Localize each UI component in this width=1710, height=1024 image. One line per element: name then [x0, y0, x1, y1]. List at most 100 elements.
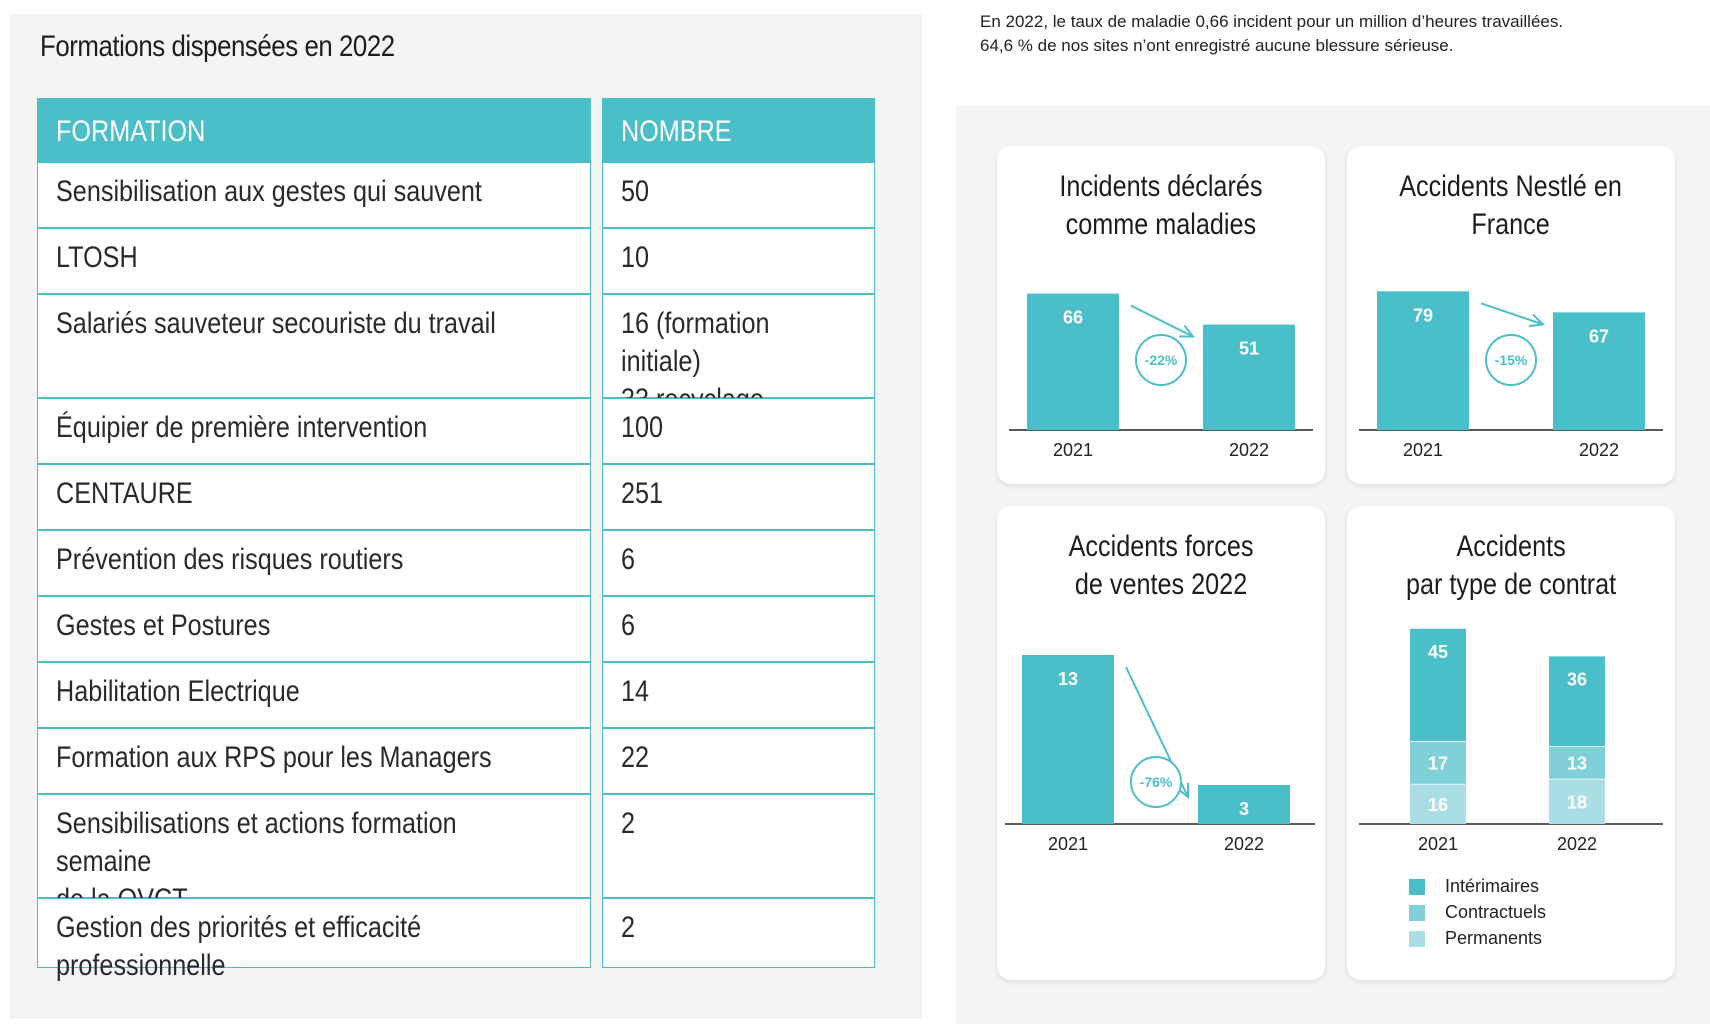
chart-accidents-nestle: 79 2021 67 2022 -15%	[1359, 291, 1663, 460]
formation-cell: CENTAURE	[37, 464, 591, 530]
trend-arrow-head	[1176, 782, 1190, 800]
nombre-cell: 6	[602, 596, 875, 662]
x-tick-label: 2021	[1418, 834, 1458, 854]
change-label: -76%	[1140, 774, 1173, 790]
formation-cell: LTOSH	[37, 228, 591, 294]
cell-text: 6	[621, 609, 636, 642]
bar-segment-intérimaires	[1410, 628, 1466, 742]
nombre-cell: 100	[602, 398, 875, 464]
bar-value-label: 67	[1589, 326, 1609, 346]
chart-card-incidents-maladies: Incidents déclarés comme maladies 66 2021…	[997, 146, 1325, 484]
segment-value-label: 17	[1428, 753, 1448, 773]
bar-segment-intérimaires	[1549, 655, 1605, 747]
segment-value-label: 16	[1428, 795, 1448, 815]
bar-2021	[1022, 655, 1114, 824]
cell-text: 50	[621, 175, 650, 208]
formation-cell: Prévention des risques routiers	[37, 530, 591, 596]
chart-card-forces-ventes: Accidents forces de ventes 2022 13 2021 3 2…	[997, 506, 1325, 980]
intro-line-2: 64,6 % de nos sites n’ont enregistré auc…	[980, 36, 1454, 55]
chart-card-type-contrat: Accidents par type de contrat 16 17 45 2021…	[1347, 506, 1675, 980]
bar-segment-contractuels	[1410, 741, 1466, 784]
cell-text: 100	[621, 411, 664, 444]
cell-text: 14	[621, 675, 650, 708]
change-label: -15%	[1495, 352, 1528, 368]
formation-cell: Gestion des priorités et efficacité prof…	[37, 898, 591, 982]
cell-text: 6	[621, 543, 636, 576]
training-table-title: Formations dispensées en 2022	[40, 30, 395, 63]
bar-2022	[1203, 324, 1295, 430]
chart-title: Accidents par type de contrat	[1405, 530, 1617, 601]
formation-cell: Formation aux RPS pour les Managers	[37, 728, 591, 794]
cell-text: Gestes et Postures	[56, 609, 271, 642]
bar-2022	[1198, 785, 1290, 824]
nombre-cell: 16 (formation initiale) 33 recyclage	[602, 294, 875, 416]
change-badge	[1485, 334, 1537, 386]
cell-text: Habilitation Electrique	[56, 675, 300, 708]
header-nombre: NOMBRE	[602, 98, 875, 162]
bar-value-label: 66	[1063, 308, 1083, 328]
nombre-cell: 2	[602, 794, 875, 898]
x-tick-label: 2022	[1579, 440, 1619, 460]
x-tick-label: 2021	[1048, 834, 1088, 854]
nombre-cell: 2	[602, 898, 875, 968]
formation-cell: Équipier de première intervention	[37, 398, 591, 464]
legend-label: Contractuels	[1445, 902, 1547, 922]
nombre-cell: 22	[602, 728, 875, 794]
cell-text: Salariés sauveteur secouriste du travail	[56, 307, 496, 340]
formation-cell: Sensibilisation aux gestes qui sauvent	[37, 162, 591, 228]
header-formation: FORMATION	[37, 98, 591, 162]
bar-segment-permanents	[1549, 778, 1605, 824]
cell-text: CENTAURE	[56, 477, 193, 510]
legend-label: Permanents	[1445, 928, 1543, 948]
segment-value-label: 36	[1567, 670, 1587, 690]
cell-text: 10	[621, 241, 650, 274]
cell-text: 2	[621, 807, 636, 840]
bar-2021	[1027, 293, 1119, 430]
segment-value-label: 45	[1428, 642, 1448, 662]
x-tick-label: 2021	[1053, 440, 1093, 460]
chart-forces-ventes: 13 2021 3 2022 -76%	[1005, 655, 1315, 854]
cell-text: Gestion des priorités et efficacité prof…	[56, 911, 422, 982]
change-label: -22%	[1145, 352, 1178, 368]
cell-text: Prévention des risques routiers	[56, 543, 404, 576]
cell-text: Formation aux RPS pour les Managers	[56, 741, 492, 774]
trend-arrow	[1480, 302, 1544, 326]
intro-line-1: En 2022, le taux de maladie 0,66 inciden…	[980, 12, 1564, 31]
nombre-cell: 10	[602, 228, 875, 294]
x-tick-label: 2022	[1224, 834, 1264, 854]
bar-2021	[1377, 291, 1469, 430]
cell-text: 2	[621, 911, 636, 944]
legend-swatch	[1409, 905, 1425, 921]
formation-cell: Gestes et Postures	[37, 596, 591, 662]
bar-value-label: 51	[1239, 339, 1259, 359]
change-badge	[1135, 334, 1187, 386]
legend-swatch	[1409, 879, 1425, 895]
bar-value-label: 13	[1058, 669, 1078, 689]
bar-2022	[1553, 312, 1645, 430]
cell-text: 22	[621, 741, 650, 774]
trend-arrow	[1130, 304, 1194, 338]
segment-value-label: 18	[1567, 792, 1587, 812]
legend-label: Intérimaires	[1445, 876, 1540, 896]
bar-segment-contractuels	[1549, 746, 1605, 779]
x-tick-label: 2022	[1557, 834, 1597, 854]
change-badge	[1130, 756, 1182, 808]
legend-swatch	[1409, 931, 1425, 947]
cell-text: Équipier de première intervention	[56, 411, 428, 444]
bar-segment-permanents	[1410, 783, 1466, 824]
nombre-cell: 50	[602, 162, 875, 228]
chart-title: Accidents forces de ventes 2022	[1068, 530, 1254, 601]
nombre-cell: 6	[602, 530, 875, 596]
formation-cell: Habilitation Electrique	[37, 662, 591, 728]
nombre-cell: 251	[602, 464, 875, 530]
intro-text: En 2022, le taux de maladie 0,66 inciden…	[980, 10, 1563, 58]
formation-cell: Sensibilisations et actions formation se…	[37, 794, 591, 916]
formation-cell: Salariés sauveteur secouriste du travail	[37, 294, 591, 398]
chart-card-accidents-nestle: Accidents Nestlé en France 79 2021 67 2022 -…	[1347, 146, 1675, 484]
cell-text: NOMBRE	[621, 115, 732, 148]
chart-title: Accidents Nestlé en France	[1399, 170, 1623, 241]
trend-arrow-head	[1528, 313, 1546, 328]
cell-text: LTOSH	[56, 241, 138, 274]
segment-value-label: 13	[1567, 753, 1587, 773]
cell-text: FORMATION	[56, 115, 206, 148]
